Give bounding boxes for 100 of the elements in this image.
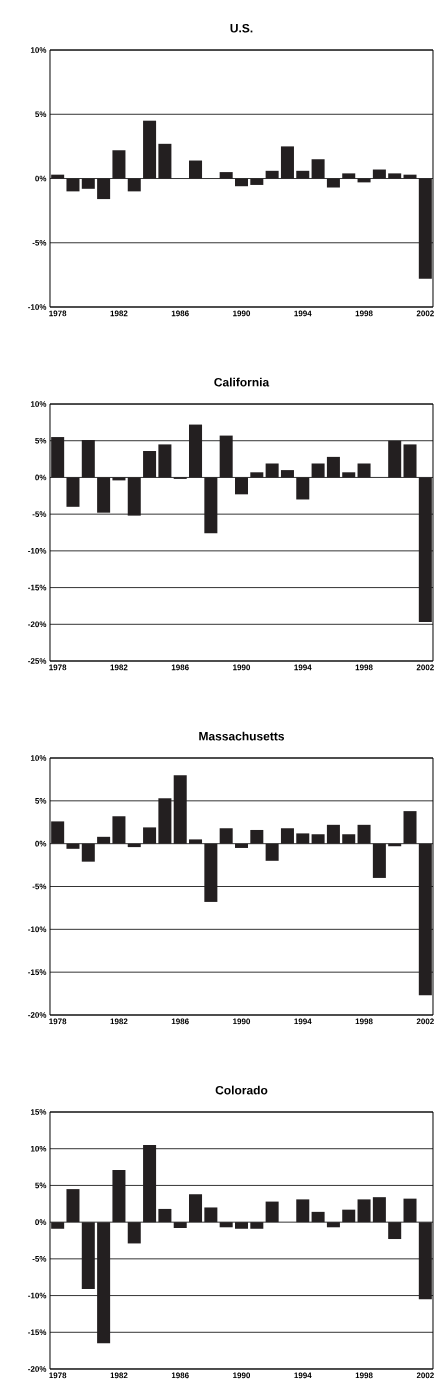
bar — [296, 833, 310, 844]
y-tick-label: -5% — [32, 1256, 47, 1262]
bar — [357, 463, 371, 478]
bar — [388, 1222, 402, 1240]
y-tick-label: -5% — [32, 511, 47, 517]
bar — [418, 1222, 432, 1300]
bar — [51, 1222, 65, 1229]
y-tick-label: 0% — [35, 840, 47, 847]
bar — [265, 1201, 279, 1223]
bar — [296, 477, 310, 500]
bar — [143, 827, 157, 844]
y-tick-label: 5% — [35, 1182, 47, 1189]
x-tick-label: 1986 — [171, 1018, 189, 1025]
bar — [250, 829, 264, 844]
x-tick-label: 1978 — [49, 664, 67, 671]
bar — [250, 178, 264, 185]
bar — [234, 1222, 249, 1229]
bar — [219, 828, 233, 844]
bar — [372, 169, 386, 179]
y-tick-label: -5% — [32, 239, 47, 246]
x-tick-label: 1998 — [355, 1018, 373, 1025]
bar — [112, 477, 126, 481]
bar — [189, 424, 203, 478]
y-tick-label: 10% — [30, 47, 47, 53]
bar — [342, 472, 356, 478]
bar — [403, 1198, 417, 1223]
bar — [66, 1189, 80, 1223]
bar — [143, 120, 157, 179]
x-tick-label: 1986 — [171, 664, 189, 671]
y-tick-label: 10% — [30, 755, 47, 761]
bar — [388, 440, 402, 478]
bar — [219, 435, 233, 478]
x-tick-label: 1986 — [171, 310, 189, 317]
bar — [97, 477, 111, 513]
y-tick-label: -10% — [28, 1292, 47, 1299]
x-tick-label: 1990 — [233, 1372, 251, 1379]
bar — [311, 1211, 325, 1223]
bar — [66, 843, 80, 849]
x-tick-label: 1998 — [355, 664, 373, 671]
bar — [66, 178, 80, 192]
x-tick-label: 2002 — [416, 1372, 434, 1379]
bar — [234, 178, 249, 187]
bar — [326, 824, 340, 844]
x-tick-label: 1982 — [110, 310, 128, 317]
x-tick-label: 1978 — [49, 1018, 67, 1025]
y-tick-label: -20% — [28, 621, 47, 628]
y-tick-label: -20% — [28, 1366, 47, 1372]
bar — [143, 451, 157, 478]
bar — [357, 824, 371, 844]
chart-title: Colorado — [215, 1085, 268, 1095]
bar — [265, 170, 279, 179]
x-tick-label: 1990 — [233, 1018, 251, 1025]
y-tick-label: 10% — [30, 401, 47, 407]
bar — [234, 477, 249, 495]
bar — [372, 843, 386, 878]
x-tick-label: 1998 — [355, 1372, 373, 1379]
y-tick-label: 5% — [35, 437, 47, 444]
chart-title: Massachusetts — [199, 731, 285, 741]
bar — [342, 1209, 356, 1223]
x-tick-label: 1994 — [294, 310, 312, 317]
bar — [97, 836, 111, 844]
bar — [403, 811, 417, 844]
y-tick-label: -25% — [28, 658, 47, 664]
bar — [81, 439, 95, 478]
x-tick-label: 1982 — [110, 664, 128, 671]
bar — [112, 816, 126, 844]
bar — [158, 444, 172, 478]
bar — [189, 839, 203, 844]
bar — [403, 174, 417, 179]
y-tick-label: -15% — [28, 584, 47, 591]
bar — [234, 843, 249, 848]
bar — [403, 444, 417, 478]
chart-title: California — [214, 377, 270, 387]
bar — [127, 1222, 141, 1244]
x-tick-label: 2002 — [416, 1018, 434, 1025]
bar — [311, 463, 325, 478]
bar — [158, 1208, 172, 1223]
bar — [173, 1222, 187, 1229]
bar — [311, 834, 325, 844]
bar — [66, 477, 80, 507]
bar — [51, 821, 65, 844]
bar — [326, 456, 340, 478]
x-tick-label: 1982 — [110, 1018, 128, 1025]
bar — [219, 172, 233, 179]
bar — [112, 1170, 126, 1223]
bar — [51, 174, 65, 179]
bar — [265, 843, 279, 861]
bar — [81, 178, 95, 189]
chart-title: U.S. — [230, 24, 253, 33]
bar — [158, 143, 172, 179]
y-tick-label: -10% — [28, 304, 47, 310]
bar — [189, 160, 203, 179]
x-tick-label: 1978 — [49, 310, 67, 317]
bar — [418, 178, 432, 279]
y-tick-label: -15% — [28, 969, 47, 975]
bar — [388, 173, 402, 179]
bar — [97, 178, 111, 200]
y-tick-label: -20% — [28, 1012, 47, 1018]
bar — [158, 798, 172, 844]
y-tick-label: 0% — [35, 474, 47, 481]
